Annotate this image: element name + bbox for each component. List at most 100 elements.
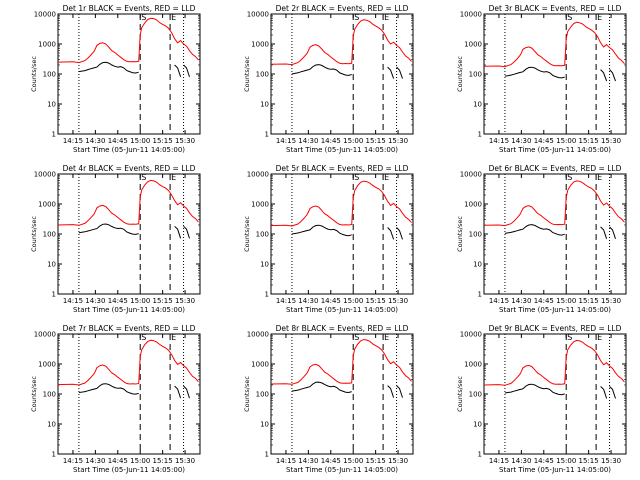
- detector-panel-7: Det 7r BLACK = Events, RED = LLD 1 10 100 10…: [30, 324, 201, 474]
- events-series-line: [183, 385, 190, 399]
- y-tick-label: 100: [256, 231, 269, 239]
- x-tick-label: 15:15: [579, 297, 599, 305]
- y-tick-label: 10000: [34, 331, 56, 339]
- y-axis-label: Counts/sec: [456, 376, 464, 412]
- marker-label-S: S: [141, 333, 146, 342]
- marker-label-S: S: [567, 173, 572, 182]
- x-tick-label: 14:30: [298, 457, 318, 465]
- y-tick-label: 10000: [460, 171, 482, 179]
- y-tick-label: 10000: [247, 171, 269, 179]
- marker-label-S: S: [354, 13, 359, 22]
- y-axis-label: Counts/sec: [456, 56, 464, 92]
- y-tick-label: 100: [43, 71, 56, 79]
- y-tick-label: 10000: [34, 171, 56, 179]
- x-axis-label: Start Time (05-Jun-11 14:05:00): [73, 306, 185, 314]
- x-tick-label: 14:45: [108, 297, 128, 305]
- x-tick-label: 15:30: [175, 137, 195, 145]
- y-tick-label: 1000: [38, 41, 56, 49]
- x-tick-label: 15:30: [601, 457, 621, 465]
- events-series-line: [600, 386, 608, 399]
- panel-title: Det 4r BLACK = Events, RED = LLD: [63, 164, 196, 173]
- events-series-line: [291, 64, 352, 76]
- y-tick-label: 10: [47, 101, 56, 109]
- y-axis-label: Counts/sec: [30, 376, 38, 412]
- y-tick-label: 10: [47, 261, 56, 269]
- lld-series-line: [57, 17, 199, 64]
- y-tick-label: 10: [260, 421, 269, 429]
- marker-label-E: E: [597, 173, 602, 182]
- y-tick-label: 1000: [251, 41, 269, 49]
- x-tick-label: 14:45: [534, 137, 554, 145]
- events-series-line: [504, 66, 565, 79]
- events-series-line: [396, 66, 403, 79]
- x-tick-label: 14:15: [276, 297, 296, 305]
- y-tick-label: 10: [473, 101, 482, 109]
- x-tick-label: 14:45: [534, 297, 554, 305]
- detector-panel-6: Det 6r BLACK = Events, RED = LLD 1 10 100 10…: [456, 164, 627, 314]
- x-tick-label: 15:15: [366, 457, 386, 465]
- x-tick-label: 15:00: [556, 137, 576, 145]
- x-tick-label: 14:15: [489, 297, 509, 305]
- lld-series-line: [270, 180, 412, 227]
- x-tick-label: 14:15: [276, 457, 296, 465]
- panel-title: Det 1r BLACK = Events, RED = LLD: [63, 4, 196, 13]
- x-tick-label: 14:30: [511, 297, 531, 305]
- x-tick-label: 14:45: [321, 137, 341, 145]
- x-tick-label: 15:15: [153, 297, 173, 305]
- marker-label-E: E: [597, 13, 602, 22]
- x-tick-label: 14:15: [63, 137, 83, 145]
- y-tick-label: 1: [478, 451, 482, 459]
- y-tick-label: 100: [469, 71, 482, 79]
- x-tick-label: 15:30: [601, 297, 621, 305]
- x-tick-label: 14:30: [298, 137, 318, 145]
- y-tick-label: 1000: [464, 201, 482, 209]
- panel-title: Det 2r BLACK = Events, RED = LLD: [276, 4, 409, 13]
- events-series-line: [174, 385, 182, 399]
- marker-label-S: S: [141, 13, 146, 22]
- events-series-line: [387, 385, 395, 398]
- y-axis-label: Counts/sec: [456, 216, 464, 252]
- x-tick-label: 15:00: [343, 137, 363, 145]
- x-tick-label: 15:30: [388, 457, 408, 465]
- y-axis-label: Counts/sec: [243, 216, 251, 252]
- y-axis-label: Counts/sec: [30, 216, 38, 252]
- events-series-line: [600, 226, 608, 239]
- x-tick-label: 14:30: [298, 297, 318, 305]
- y-tick-label: 1: [265, 131, 269, 139]
- events-series-line: [78, 383, 139, 395]
- events-series-line: [600, 69, 608, 82]
- x-tick-label: 15:15: [579, 137, 599, 145]
- events-series-line: [396, 227, 403, 240]
- x-tick-label: 15:00: [343, 457, 363, 465]
- x-tick-label: 15:15: [153, 137, 173, 145]
- detector-panel-5: Det 5r BLACK = Events, RED = LLD 1 10 100 10…: [243, 164, 414, 314]
- x-tick-label: 14:45: [108, 137, 128, 145]
- x-axis-label: Start Time (05-Jun-11 14:05:00): [499, 466, 611, 474]
- y-axis-label: Counts/sec: [243, 376, 251, 412]
- y-tick-label: 100: [256, 391, 269, 399]
- events-series-line: [609, 69, 616, 82]
- y-tick-label: 1: [52, 451, 56, 459]
- y-tick-label: 10000: [34, 11, 56, 19]
- x-tick-label: 14:30: [85, 297, 105, 305]
- events-series-line: [183, 225, 190, 239]
- events-series-line: [78, 61, 139, 74]
- y-tick-label: 10000: [247, 331, 269, 339]
- panel-title: Det 7r BLACK = Events, RED = LLD: [63, 324, 196, 333]
- marker-label-E: E: [384, 173, 389, 182]
- lld-series-line: [483, 339, 625, 386]
- events-series-line: [183, 64, 190, 78]
- x-tick-label: 14:30: [85, 457, 105, 465]
- marker-label-S: S: [567, 333, 572, 342]
- y-tick-label: 1: [52, 291, 56, 299]
- lld-series-line: [270, 19, 412, 66]
- detector-panel-4: Det 4r BLACK = Events, RED = LLD 1 10 100 10…: [30, 164, 201, 314]
- y-tick-label: 100: [469, 231, 482, 239]
- events-series-line: [504, 224, 565, 236]
- y-tick-label: 1: [478, 131, 482, 139]
- x-axis-label: Start Time (05-Jun-11 14:05:00): [73, 146, 185, 154]
- x-tick-label: 14:15: [63, 457, 83, 465]
- marker-label-S: S: [567, 13, 572, 22]
- y-tick-label: 10000: [247, 11, 269, 19]
